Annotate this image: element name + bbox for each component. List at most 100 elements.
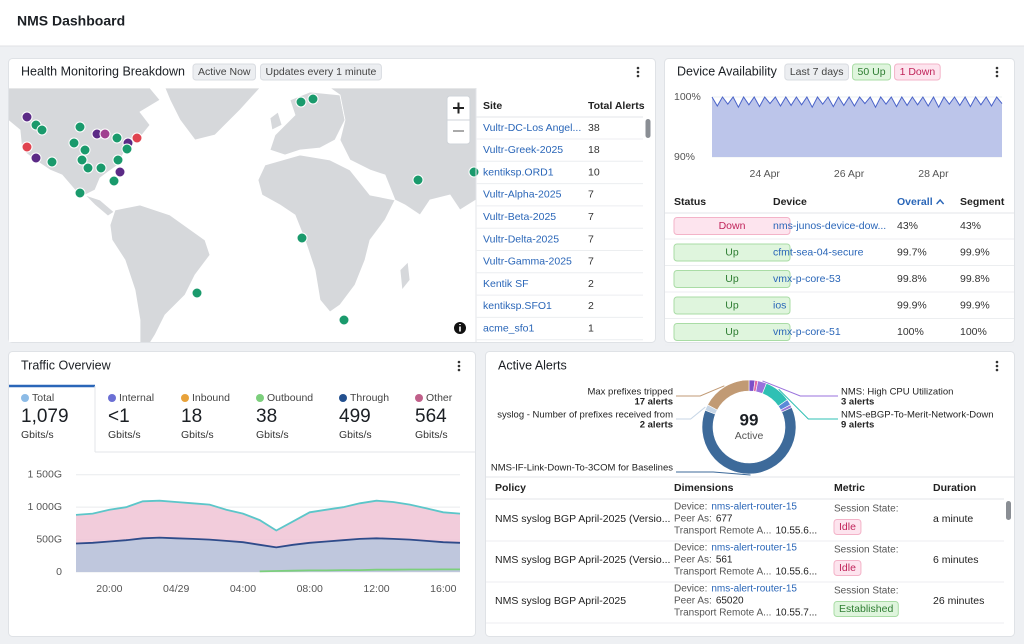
site-marker[interactable] xyxy=(46,156,58,168)
site-marker[interactable] xyxy=(191,287,203,299)
scrollbar[interactable] xyxy=(1006,501,1011,520)
site-marker[interactable] xyxy=(338,314,350,326)
device-link[interactable]: ios xyxy=(773,299,786,311)
scrollbar[interactable] xyxy=(645,119,651,138)
legend-dot[interactable] xyxy=(181,394,189,402)
device-link[interactable]: vmx-p-core-51 xyxy=(773,326,841,338)
zoom-in[interactable] xyxy=(453,102,464,114)
donut-total-label: Active xyxy=(735,430,764,442)
menu-dot[interactable] xyxy=(995,70,999,74)
legend-dot[interactable] xyxy=(108,394,116,402)
donut-segment[interactable] xyxy=(707,379,750,411)
site-link[interactable]: acme_sfo1 xyxy=(483,322,535,334)
menu-dot[interactable] xyxy=(995,364,999,368)
dimension-value: 10.55.7... xyxy=(775,608,817,619)
site-marker[interactable] xyxy=(74,121,86,133)
device-link[interactable]: cfmt-sea-04-secure xyxy=(773,246,864,258)
x-tick-label: 26 Apr xyxy=(834,168,865,180)
site-marker[interactable] xyxy=(307,93,319,105)
column-header: Duration xyxy=(933,482,976,494)
site-marker[interactable] xyxy=(36,124,48,136)
dimension-label: Device: xyxy=(674,543,707,554)
site-marker[interactable] xyxy=(131,132,143,144)
menu-dot[interactable] xyxy=(995,368,999,372)
donut-total: 99 xyxy=(740,410,759,429)
column-header[interactable]: Segment xyxy=(960,196,1005,208)
site-link[interactable]: Vultr-Delta-2025 xyxy=(483,233,559,245)
menu-dot[interactable] xyxy=(636,70,640,74)
tab-name[interactable]: Total xyxy=(32,392,54,404)
badge-bg xyxy=(260,63,382,81)
device-link[interactable]: nms-junos-device-dow... xyxy=(773,220,886,232)
leader-line xyxy=(778,388,838,420)
info-icon[interactable] xyxy=(454,322,466,334)
site-link[interactable]: Vultr-Greek-2025 xyxy=(483,144,563,156)
site-marker[interactable] xyxy=(296,232,308,244)
world-map[interactable] xyxy=(8,88,476,343)
tab-name[interactable]: Outbound xyxy=(267,392,313,404)
site-marker[interactable] xyxy=(76,154,88,166)
column-header[interactable]: Status xyxy=(674,196,706,208)
dimension-label: Transport Remote A... xyxy=(674,526,771,537)
site-marker[interactable] xyxy=(68,137,80,149)
site-link[interactable]: Kentik SF xyxy=(483,278,529,290)
tab-value: 38 xyxy=(256,406,277,427)
site-link[interactable]: Vultr-Alpha-2025 xyxy=(483,189,562,201)
tab-name[interactable]: Inbound xyxy=(192,392,230,404)
tab-value: 564 xyxy=(415,406,447,427)
column-header[interactable]: Device xyxy=(773,196,807,208)
site-marker[interactable] xyxy=(412,174,424,186)
dimension-value[interactable]: nms-alert-router-15 xyxy=(711,543,797,554)
site-marker[interactable] xyxy=(112,154,124,166)
alert-count: 38 xyxy=(588,122,600,134)
site-link[interactable]: Vultr-DC-Los Angel... xyxy=(483,122,581,134)
site-marker[interactable] xyxy=(468,166,480,178)
site-link[interactable]: Vultr-Gamma-2025 xyxy=(483,256,572,268)
site-marker[interactable] xyxy=(30,152,42,164)
site-marker[interactable] xyxy=(21,141,33,153)
menu-dot[interactable] xyxy=(457,368,461,372)
site-link[interactable]: kentiksp.ORD1 xyxy=(483,166,554,178)
legend-dot[interactable] xyxy=(339,394,347,402)
column-header[interactable]: Overall xyxy=(897,196,933,208)
dimension-label: Peer As: xyxy=(674,596,712,607)
legend-dot[interactable] xyxy=(21,394,29,402)
site-marker[interactable] xyxy=(95,162,107,174)
tab-name[interactable]: Other xyxy=(426,392,453,404)
land xyxy=(329,88,476,216)
legend-dot[interactable] xyxy=(256,394,264,402)
x-tick-label: 28 Apr xyxy=(918,168,949,180)
site-marker[interactable] xyxy=(99,128,111,140)
tab-name[interactable]: Through xyxy=(350,392,389,404)
menu-dot[interactable] xyxy=(636,66,640,70)
menu-dot[interactable] xyxy=(457,364,461,368)
menu-dot[interactable] xyxy=(995,360,999,364)
site-marker[interactable] xyxy=(108,175,120,187)
site-marker[interactable] xyxy=(111,132,123,144)
site-marker[interactable] xyxy=(74,187,86,199)
site-marker[interactable] xyxy=(82,162,94,174)
tab-value: 1,079 xyxy=(21,406,69,427)
site-marker[interactable] xyxy=(121,143,133,155)
y-tick-label: 90% xyxy=(674,151,695,163)
tab-name[interactable]: Internal xyxy=(119,392,154,404)
site-marker[interactable] xyxy=(114,166,126,178)
device-link[interactable]: vmx-p-core-53 xyxy=(773,273,841,285)
site-marker[interactable] xyxy=(79,144,91,156)
legend-dot[interactable] xyxy=(415,394,423,402)
site-link[interactable]: Vultr-Beta-2025 xyxy=(483,211,556,223)
menu-dot[interactable] xyxy=(995,74,999,78)
site-marker[interactable] xyxy=(21,111,33,123)
duration: a minute xyxy=(933,513,973,525)
dimension-label: Device: xyxy=(674,584,707,595)
land xyxy=(109,204,211,342)
tab-unit: Gbits/s xyxy=(415,429,448,441)
dimension-value[interactable]: nms-alert-router-15 xyxy=(711,502,797,513)
menu-dot[interactable] xyxy=(457,360,461,364)
menu-dot[interactable] xyxy=(636,74,640,78)
site-marker[interactable] xyxy=(295,96,307,108)
dimension-value[interactable]: nms-alert-router-15 xyxy=(711,584,797,595)
site-link[interactable]: kentiksp.SFO1 xyxy=(483,300,552,312)
overall-value: 99.8% xyxy=(897,273,927,285)
menu-dot[interactable] xyxy=(995,66,999,70)
